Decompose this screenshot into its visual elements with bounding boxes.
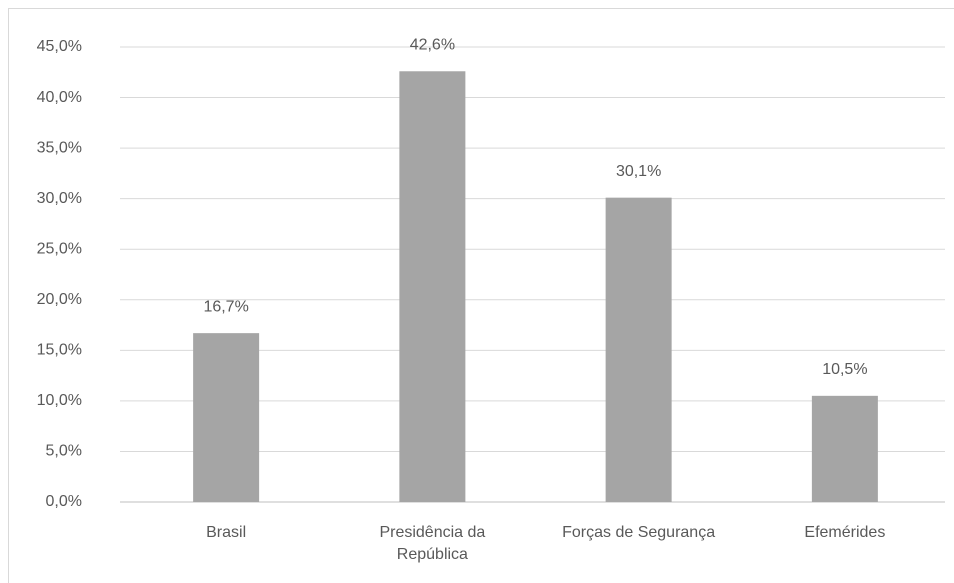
y-tick-label: 20,0% [37,291,82,308]
bar [605,197,672,502]
data-label: 30,1% [616,163,661,180]
y-tick-label: 25,0% [37,240,82,257]
y-tick-label: 5,0% [46,443,82,460]
y-tick-label: 45,0% [37,38,82,55]
data-label: 10,5% [822,361,867,378]
y-tick-label: 0,0% [46,493,82,510]
data-label: 42,6% [410,36,455,53]
y-tick-label: 30,0% [37,190,82,207]
bar [811,395,878,502]
x-tick-label: Presidência da República [379,524,486,563]
y-tick-label: 35,0% [37,139,82,156]
bar [399,71,466,503]
x-tick-label: Brasil [206,524,247,541]
x-tick-label: Efemérides [804,524,886,541]
bar [193,333,260,502]
x-tick-label: Forças de Segurança [562,524,716,541]
y-tick-label: 15,0% [37,342,82,359]
y-tick-label: 40,0% [37,89,82,106]
y-tick-label: 10,0% [37,392,82,409]
chart-border [8,8,954,583]
data-label: 16,7% [203,298,248,315]
